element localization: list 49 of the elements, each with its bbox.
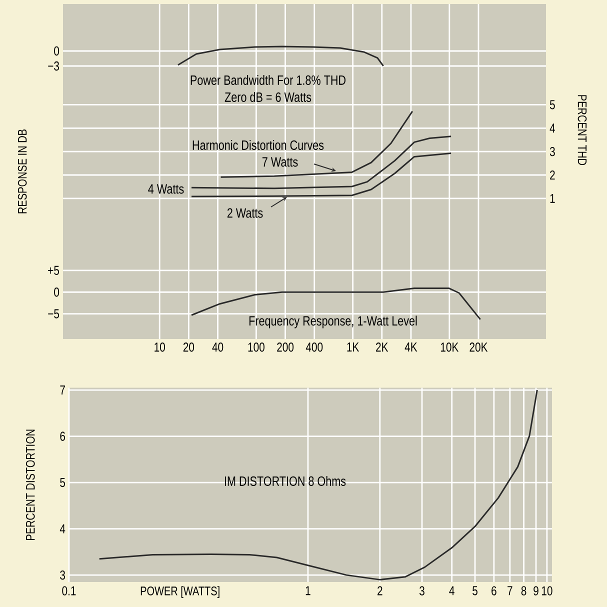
x-tick-label: 7: [508, 586, 512, 596]
series-label: 4 Watts: [148, 184, 184, 194]
y-axis-title: PERCENT DISTORTION: [26, 430, 35, 540]
legend-label: 7 Watts: [262, 157, 298, 167]
x-tick-label: 200: [277, 342, 294, 352]
x-tick-label: 2: [378, 586, 382, 596]
y2-tick-label: 3: [550, 146, 555, 156]
y-tick-label: 4: [60, 524, 66, 534]
x-axis-title: POWER [WATTS]: [140, 586, 220, 598]
x-tick-label: 400: [306, 342, 323, 352]
series-label: 2 Watts: [227, 208, 263, 218]
y-tick-label: 0: [54, 288, 60, 297]
y2-tick-label: 4: [550, 124, 556, 133]
y2-tick-label: 1: [550, 194, 555, 203]
x-tick-label: 6: [492, 586, 496, 596]
y2-axis-title: PERCENT THD: [578, 95, 587, 166]
y-tick-label: −5: [48, 309, 60, 318]
y-tick-label: +5: [48, 266, 60, 275]
x-tick-label: 1K: [347, 342, 360, 352]
x-tick-label: 1: [306, 586, 310, 596]
x-tick-label: 20: [183, 342, 194, 352]
text: Zero dB = 6 Watts: [224, 92, 312, 102]
text: Power Bandwidth For 1.8% THD: [190, 75, 346, 85]
x-tick-label: 2K: [376, 342, 388, 352]
annotation: Frequency Response, 1-Watt Level: [249, 316, 417, 328]
x-tick-label: 10K: [440, 342, 459, 352]
y2-tick-label: 2: [550, 170, 555, 180]
y-tick-label: −3: [48, 61, 60, 71]
x-tick-label: 9: [534, 586, 538, 596]
y-tick-label: 7: [60, 386, 65, 394]
x-tick-label: 0.1: [62, 586, 76, 596]
x-tick-label: 100: [248, 342, 264, 352]
x-tick-label: 4: [449, 586, 454, 596]
x-tick-label: 40: [212, 342, 224, 352]
y2-tick-label: 5: [550, 100, 555, 110]
x-tick-label: 10: [154, 342, 165, 352]
x-tick-label: 4K: [404, 342, 418, 352]
x-tick-label: 3: [419, 586, 424, 596]
x-tick-label: 8: [521, 586, 526, 596]
y-axis-title: RESPONSE IN DB: [18, 130, 27, 214]
annotation: Harmonic Distortion Curves: [192, 140, 324, 150]
y-tick-label: 6: [60, 432, 66, 441]
annotation: IM DISTORTION 8 Ohms: [225, 476, 346, 486]
y-tick-label: 0: [54, 46, 60, 56]
y-tick-label: 3: [60, 570, 66, 580]
x-tick-label: 20K: [470, 342, 488, 352]
x-tick-label: 5: [472, 586, 478, 596]
x-tick-label: 10: [542, 586, 552, 596]
y-tick-label: 5: [60, 478, 66, 488]
